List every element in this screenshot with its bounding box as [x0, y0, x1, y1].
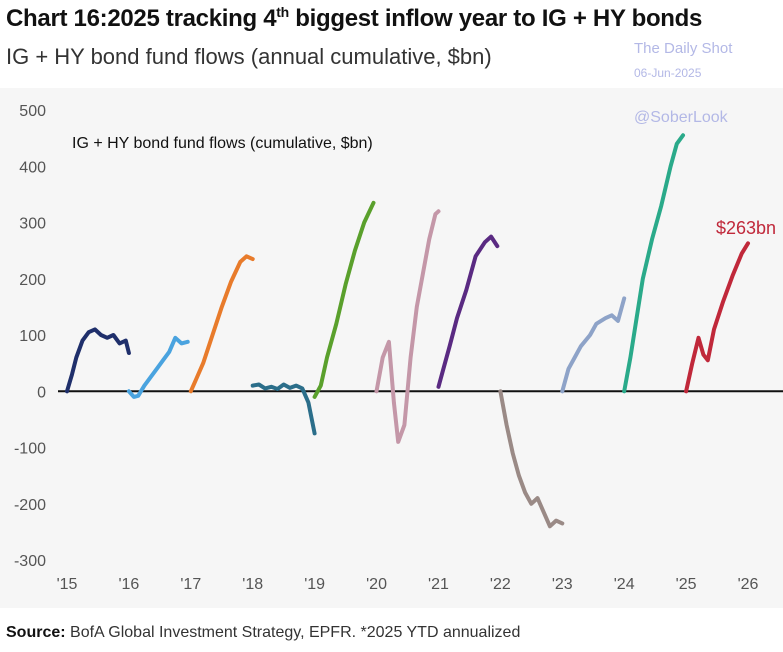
y-tick-label: -200 [14, 497, 46, 514]
series-line-7 [498, 389, 565, 529]
y-axis: 500 400 300 200 100 0 -100 -200 -300 [14, 103, 46, 570]
watermark-date: 06-Jun-2025 [634, 66, 702, 80]
source-text: BofA Global Investment Strategy, EPFR. *… [65, 624, 521, 641]
plot-panel: 500 400 300 200 100 0 -100 -200 -300 '15'16'17'1… [0, 88, 783, 608]
x-tick-label: '15 [57, 576, 78, 593]
x-tick-label: '19 [304, 576, 325, 593]
series-line-0 [65, 327, 131, 394]
title-superscript: th [276, 4, 289, 20]
y-tick-label: 300 [19, 216, 46, 233]
y-tick-label: 500 [19, 103, 46, 120]
series-line-1 [126, 335, 190, 399]
series-line-9 [622, 133, 685, 394]
series-line-4 [312, 200, 376, 399]
x-tick-label: '16 [118, 576, 139, 593]
y-tick-label: 400 [19, 159, 46, 176]
x-tick-label: '23 [552, 576, 573, 593]
series-line-3 [250, 382, 317, 436]
title-suffix: biggest inflow year to IG + HY bonds [288, 5, 703, 32]
y-tick-label: 200 [19, 272, 46, 289]
source-label: Source: [6, 624, 66, 641]
y-tick-label: 0 [37, 384, 46, 401]
x-tick-label: '22 [490, 576, 511, 593]
series-line-8 [560, 296, 627, 394]
series-line-10 [684, 241, 750, 394]
chart-subtitle: IG + HY bond fund flows (annual cumulati… [6, 44, 492, 69]
inner-chart-label: IG + HY bond fund flows (cumulative, $bn… [72, 135, 373, 152]
series-lines [65, 133, 750, 529]
annotation-263bn: $263bn [716, 218, 776, 238]
x-tick-label: '17 [180, 576, 201, 593]
x-tick-label: '26 [738, 576, 759, 593]
x-tick-label: '18 [242, 576, 263, 593]
watermark-handle: @SoberLook [634, 109, 728, 126]
y-tick-label: 100 [19, 328, 46, 345]
watermark-daily-shot: The Daily Shot [634, 40, 733, 57]
x-axis: '15 '16 '17 '18 '19 '20 '21 '22 '23 '24 '25 '26 [57, 576, 759, 593]
x-tick-label: '25 [676, 576, 697, 593]
series-line-5 [374, 209, 441, 444]
x-tick-label: '24 [614, 576, 635, 593]
y-tick-label: -300 [14, 553, 46, 570]
title-prefix: Chart 16:2025 tracking 4 [6, 5, 277, 32]
chart-title: Chart 16:2025 tracking 4th biggest inflo… [6, 4, 702, 33]
source-note: Source: BofA Global Investment Strategy,… [6, 624, 520, 642]
x-tick-label: '21 [428, 576, 449, 593]
series-line-6 [436, 234, 500, 389]
x-tick-label: '20 [366, 576, 387, 593]
series-line-2 [188, 254, 255, 394]
y-tick-label: -100 [14, 441, 46, 458]
